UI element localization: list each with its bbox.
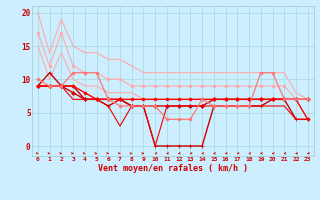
- X-axis label: Vent moyen/en rafales ( km/h ): Vent moyen/en rafales ( km/h ): [98, 164, 248, 173]
